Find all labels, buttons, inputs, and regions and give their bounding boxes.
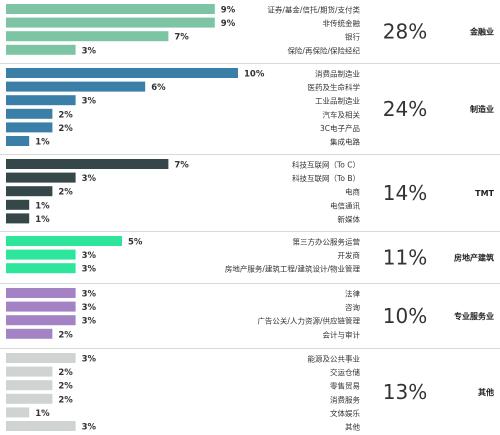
group-total-label: 10% bbox=[383, 304, 427, 328]
bar-category-label: 证券/基金/信托/期货/支付类 bbox=[267, 5, 360, 15]
bar-value-label: 7% bbox=[174, 33, 189, 43]
bar bbox=[6, 4, 215, 14]
bar-value-label: 3% bbox=[82, 423, 97, 433]
bar bbox=[6, 407, 30, 418]
bar bbox=[6, 249, 76, 260]
bar-category-label: 法律 bbox=[345, 289, 360, 299]
bar bbox=[6, 81, 146, 92]
bar-category-label: 开发商 bbox=[338, 250, 361, 260]
bar-value-label: 1% bbox=[35, 215, 50, 225]
bar bbox=[6, 136, 30, 146]
bar-category-label: 电信通讯 bbox=[330, 200, 360, 210]
bar-value-label: 7% bbox=[174, 161, 189, 171]
bar-category-label: 银行 bbox=[345, 32, 360, 42]
bar-category-label: 保险/再保险/保险经纪 bbox=[287, 45, 360, 55]
bar-category-label: 工业品制造业 bbox=[315, 96, 360, 106]
bar-category-label: 第三方办公服务运营 bbox=[293, 237, 361, 247]
bar-category-label: 广告公关/人力资源/供应链管理 bbox=[257, 316, 360, 326]
bar-value-label: 2% bbox=[58, 330, 73, 340]
bar bbox=[6, 301, 76, 312]
bar bbox=[6, 263, 76, 274]
group-name-label: 制造业 bbox=[470, 104, 494, 114]
bar-category-label: 其他 bbox=[345, 422, 360, 432]
group-total-label: 13% bbox=[383, 380, 427, 404]
bar-category-label: 房地产服务/建筑工程/建筑设计/物业管理 bbox=[225, 264, 361, 274]
bar-value-label: 1% bbox=[35, 201, 50, 211]
bar-value-label: 2% bbox=[58, 395, 73, 405]
bar-value-label: 2% bbox=[58, 382, 73, 392]
bar-value-label: 10% bbox=[244, 70, 265, 80]
bar bbox=[6, 159, 169, 169]
bar-category-label: 非传统金融 bbox=[323, 18, 361, 28]
bar-category-label: 科技互联网（To C） bbox=[292, 160, 360, 170]
bar-value-label: 3% bbox=[82, 174, 97, 184]
bar bbox=[6, 199, 30, 210]
bar bbox=[6, 380, 53, 391]
bar bbox=[6, 68, 238, 78]
bar-category-label: 新媒体 bbox=[338, 214, 361, 224]
bar-category-label: 汽车及相关 bbox=[323, 109, 361, 119]
group-name-label: 专业服务业 bbox=[454, 311, 494, 321]
bar-value-label: 6% bbox=[151, 83, 166, 93]
bar bbox=[6, 186, 53, 197]
bar-category-label: 医药及生命科学 bbox=[308, 82, 361, 92]
bar-category-label: 消费品制造业 bbox=[315, 69, 360, 79]
bar-category-label: 消费服务 bbox=[330, 394, 360, 404]
bar-value-label: 3% bbox=[82, 303, 97, 313]
bar-category-label: 文体娱乐 bbox=[330, 408, 360, 418]
bar bbox=[6, 328, 53, 339]
bar-value-label: 2% bbox=[58, 110, 73, 120]
group-name-label: 房地产建筑 bbox=[454, 253, 494, 263]
bar bbox=[6, 31, 169, 42]
bar-category-label: 电商 bbox=[345, 187, 360, 197]
bar-category-label: 会计与审计 bbox=[323, 329, 361, 339]
bar bbox=[6, 353, 76, 363]
bar bbox=[6, 44, 76, 55]
bar-value-label: 3% bbox=[82, 46, 97, 56]
bar-value-label: 9% bbox=[221, 6, 236, 16]
bar bbox=[6, 366, 53, 377]
bar bbox=[6, 288, 76, 298]
bar-category-label: 能源及公共事业 bbox=[308, 354, 361, 364]
bar bbox=[6, 17, 215, 28]
bar-category-label: 咨询 bbox=[345, 302, 360, 312]
bar-value-label: 3% bbox=[82, 317, 97, 327]
bar bbox=[6, 393, 53, 404]
bar-category-label: 零售贸易 bbox=[330, 381, 360, 391]
bar-value-label: 5% bbox=[128, 238, 143, 248]
bar bbox=[6, 108, 53, 119]
bar-value-label: 1% bbox=[35, 138, 50, 148]
group-total-label: 28% bbox=[383, 20, 427, 44]
bar-value-label: 3% bbox=[82, 355, 97, 365]
bar bbox=[6, 236, 122, 246]
group-total-label: 11% bbox=[383, 246, 427, 270]
bar-value-label: 3% bbox=[82, 265, 97, 275]
group-name-label: TMT bbox=[475, 189, 494, 198]
bar-value-label: 3% bbox=[82, 251, 97, 261]
bar-value-label: 2% bbox=[58, 188, 73, 198]
bar-category-label: 集成电路 bbox=[330, 137, 360, 147]
bar bbox=[6, 95, 76, 106]
bar-value-label: 2% bbox=[58, 124, 73, 134]
bar-value-label: 1% bbox=[35, 409, 50, 419]
bar-value-label: 9% bbox=[221, 19, 236, 29]
bar-category-label: 3C电子产品 bbox=[320, 123, 360, 133]
bar bbox=[6, 213, 30, 224]
bar bbox=[6, 122, 53, 133]
bar-value-label: 2% bbox=[58, 368, 73, 378]
group-total-label: 24% bbox=[383, 97, 427, 121]
bar-category-label: 科技互联网（To B） bbox=[292, 173, 360, 183]
bar-value-label: 3% bbox=[82, 290, 97, 300]
bar bbox=[6, 421, 76, 431]
bar-category-label: 交运仓储 bbox=[330, 367, 360, 377]
bar bbox=[6, 315, 76, 326]
bar-value-label: 3% bbox=[82, 97, 97, 107]
group-name-label: 金融业 bbox=[469, 27, 494, 37]
bar bbox=[6, 172, 76, 183]
group-total-label: 14% bbox=[383, 181, 427, 205]
group-name-label: 其他 bbox=[478, 387, 494, 397]
